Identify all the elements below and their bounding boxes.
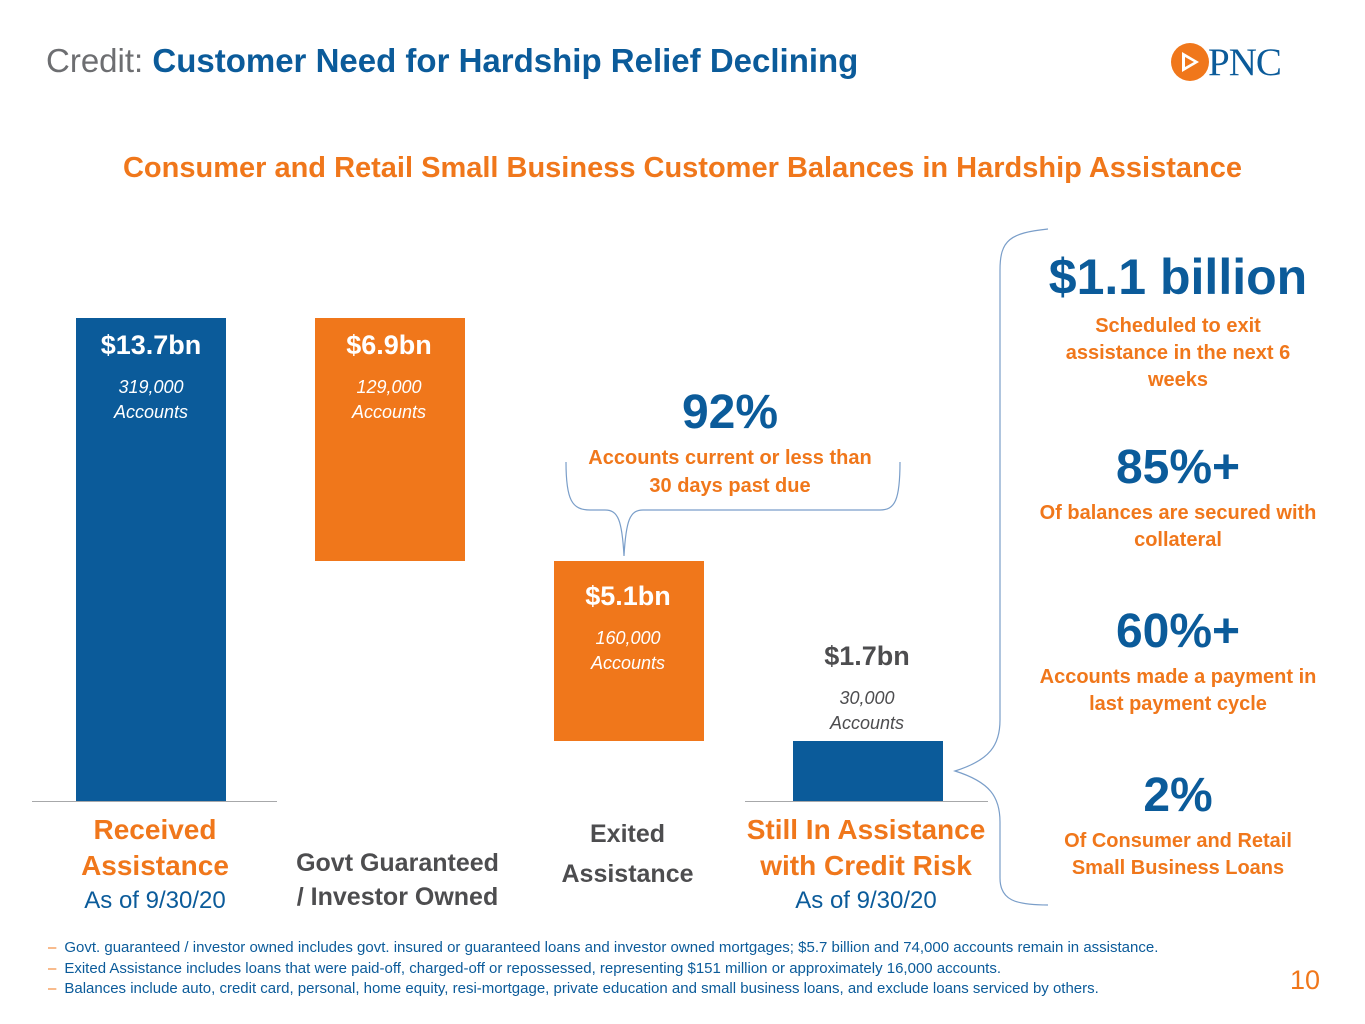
bar-received-assistance: [76, 318, 226, 801]
category-govt-line2: / Investor Owned: [296, 883, 499, 911]
baseline-left: [32, 801, 277, 802]
category-received-line1: Received: [93, 814, 217, 845]
bar-still-in-assistance: [793, 741, 943, 801]
category-still-date: As of 9/30/20: [795, 887, 937, 914]
category-received-line2: Assistance: [81, 850, 229, 881]
category-received-date: As of 9/30/20: [84, 887, 226, 914]
annotation-text-line2: 30 days past due: [649, 475, 811, 497]
stat-1-1-billion: $1.1 billion Scheduled to exit assistanc…: [1030, 247, 1326, 394]
category-still-line2: with Credit Risk: [760, 850, 972, 881]
stat-desc-line2: assistance in the next 6: [1065, 342, 1291, 364]
bar-label-still: $1.7bn 30,000 Accounts: [792, 641, 942, 736]
stat-desc-line1: Of Consumer and Retail: [1064, 830, 1292, 852]
logo-text: PNC: [1208, 41, 1282, 84]
title-main: Customer Need for Hardship Relief Declin…: [152, 42, 859, 79]
accounts-exited: 160,000 Accounts: [590, 628, 666, 673]
page-number: 10: [1290, 965, 1321, 995]
stat-desc-line2: collateral: [1134, 529, 1222, 551]
accounts-still: 30,000 Accounts: [829, 688, 905, 733]
footnotes: – Govt. guaranteed / investor owned inclu…: [48, 938, 1158, 1000]
stat-desc-line2: Small Business Loans: [1071, 857, 1285, 879]
category-exited-line2: Assistance: [561, 860, 694, 888]
bar-label-received: $13.7bn 319,000 Accounts: [76, 330, 226, 425]
data-label-govt: $6.9bn: [346, 330, 432, 360]
footnote-3: – Balances include auto, credit card, per…: [48, 980, 1099, 997]
stat-value: 85%+: [1115, 441, 1241, 494]
bar-exited-assistance: [554, 561, 704, 742]
category-exited: Exited Assistance: [540, 814, 715, 894]
bar-label-govt: $6.9bn 129,000 Accounts: [314, 330, 464, 425]
bar-govt-guaranteed: [315, 318, 465, 562]
accounts-received: 319,000 Accounts: [113, 377, 189, 422]
footnote-text: Balances include auto, credit card, pers…: [64, 980, 1099, 997]
annotation-text-line1: Accounts current or less than: [588, 447, 872, 469]
footnote-2: – Exited Assistance includes loans that w…: [48, 959, 1001, 977]
annotation-value: 92%: [681, 386, 779, 439]
brace-right: [953, 228, 1049, 906]
accounts-govt: 129,000 Accounts: [351, 377, 427, 422]
category-still-line1: Still In Assistance: [746, 814, 986, 845]
data-label-still: $1.7bn: [824, 641, 910, 671]
stat-value: 60%+: [1115, 605, 1241, 658]
chart-title: Consumer and Retail Small Business Custo…: [122, 152, 1242, 184]
category-govt-line1: Govt Guaranteed: [296, 849, 499, 877]
stat-desc-line3: weeks: [1147, 369, 1209, 391]
baseline-right: [745, 801, 988, 802]
pnc-logo-icon: [1171, 43, 1209, 81]
category-still: Still In Assistance with Credit Risk As …: [740, 812, 992, 918]
data-label-received: $13.7bn: [100, 330, 202, 360]
stat-desc-line1: Of balances are secured with: [1039, 502, 1317, 524]
category-govt: Govt Guaranteed / Investor Owned: [280, 846, 515, 914]
category-exited-line1: Exited: [589, 820, 666, 848]
stat-60-percent: 60%+ Accounts made a payment in last pay…: [1030, 604, 1326, 718]
stat-value: $1.1 billion: [1048, 249, 1308, 305]
stat-2-percent: 2% Of Consumer and Retail Small Business…: [1030, 768, 1326, 882]
bar-label-exited: $5.1bn 160,000 Accounts: [553, 581, 703, 676]
stat-desc-line1: Scheduled to exit: [1095, 315, 1261, 337]
brace-92-percent: [565, 461, 901, 557]
footnote-text: Exited Assistance includes loans that we…: [64, 959, 1001, 977]
data-label-exited: $5.1bn: [585, 581, 671, 611]
title-prefix: Credit:: [46, 42, 144, 79]
annotation-92: 92% Accounts current or less than 30 day…: [570, 386, 890, 500]
footnote-text: Govt. guaranteed / investor owned includ…: [64, 939, 1159, 956]
stat-desc-line1: Accounts made a payment in: [1039, 666, 1317, 688]
footnote-1: – Govt. guaranteed / investor owned inclu…: [48, 939, 1159, 956]
stat-value: 2%: [1143, 769, 1213, 822]
page-title: Credit: Customer Need for Hardship Relie…: [46, 42, 858, 80]
category-received: Received Assistance As of 9/30/20: [40, 812, 270, 918]
stat-85-percent: 85%+ Of balances are secured with collat…: [1030, 440, 1326, 554]
stat-desc-line2: last payment cycle: [1089, 693, 1267, 715]
